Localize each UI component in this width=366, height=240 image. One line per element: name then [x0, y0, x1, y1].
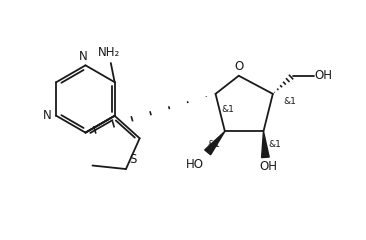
Text: OH: OH [315, 69, 333, 82]
Text: &1: &1 [221, 105, 234, 114]
Text: &1: &1 [208, 140, 220, 149]
Text: HO: HO [186, 158, 204, 171]
Polygon shape [262, 131, 269, 158]
Text: OH: OH [259, 160, 277, 173]
Text: S: S [129, 153, 137, 166]
Polygon shape [205, 131, 225, 155]
Text: O: O [234, 60, 243, 73]
Text: N: N [43, 109, 52, 122]
Text: NH₂: NH₂ [98, 46, 120, 59]
Text: &1: &1 [284, 97, 296, 106]
Text: N: N [79, 50, 88, 63]
Text: &1: &1 [268, 140, 281, 149]
